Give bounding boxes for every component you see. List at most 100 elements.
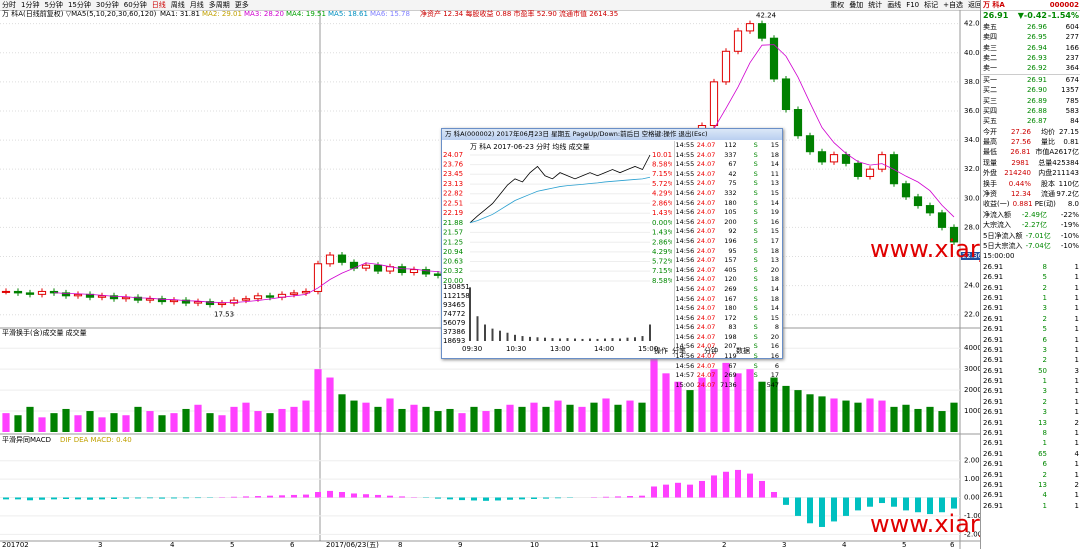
quote-cell: 卖四 [983,33,997,42]
quote-cell: 3 [1042,304,1047,313]
button[interactable]: 分笔 [672,347,686,355]
quote-cell: 2617亿 [1054,148,1079,157]
y-tick-label: 10000 [964,407,980,415]
tab[interactable]: 5分钟 [44,1,63,9]
quote-cell: 0.881 [1012,200,1033,209]
quote-row: 26.91 3 1 [981,303,1080,313]
quote-cell: 1 [1074,429,1079,438]
trade-cell: S [753,150,758,159]
quote-row: 26.91 5 1 [981,324,1080,334]
candle [289,292,299,295]
quote-cell: 27.26 [1010,127,1031,136]
y-tick-label: 23.76 [443,161,464,169]
tab[interactable]: 日线 [151,1,166,9]
quote-time: 15:00:00 [983,252,1015,261]
vol-tick-label: 130851 [443,283,470,291]
trade-cell: S [753,371,758,380]
tab[interactable]: 60分钟 [123,1,147,9]
tool[interactable]: 叠加 [849,1,864,9]
candle [1,290,11,293]
pct-label: 8.58% [652,277,672,285]
quote-cell: 26.91 [983,470,1004,479]
y-tick-label: 32.00 [964,165,980,173]
tool[interactable]: F10 [906,1,920,9]
volume-bar [686,390,694,432]
pct-label: 2.86% [652,238,672,246]
trade-cell: 67 [728,361,737,370]
trade-cell: 14:56 [675,217,695,226]
button[interactable]: 数据 [736,347,750,355]
trade-row: 14:56 24.07 120 S 18 [675,275,781,285]
quote-cell: 1 [1074,262,1079,271]
tab[interactable]: 30分钟 [95,1,119,9]
trade-cell: 24.07 [696,141,716,149]
x-tick-label: 2 [722,541,726,549]
quote-cell: 26.91 [1026,75,1047,84]
trade-cell: 14 [770,304,780,313]
trade-cell: 24.07 [696,313,716,322]
volume-bar [110,413,118,432]
quote-cell: 卖一 [983,64,997,73]
tool[interactable]: 标记 [924,1,939,9]
trade-cell: 14:56 [675,313,695,322]
tab[interactable]: 周线 [170,1,185,9]
tool[interactable]: 返回 [968,1,982,9]
x-tick-label: 3 [98,541,102,549]
trade-row: 14:56 24.07 119 S 16 [675,352,781,362]
y-tick-label: 24.07 [443,151,463,159]
volume-bar [602,398,610,432]
candle [193,301,203,304]
pct-label: 7.15% [652,267,672,275]
ma-label: MA5: 18.61 [328,10,368,18]
quote-cell: 237 [1065,53,1079,62]
tab[interactable]: 1分钟 [21,1,40,9]
tool[interactable]: +自选 [943,1,963,9]
pct-label: 0.00% [652,219,672,227]
tool[interactable]: 重权 [830,1,845,9]
quote-cell: 214240 [1004,169,1031,178]
trade-row: 15:00 24.07 7136 547 [675,381,781,391]
volume-bar [410,404,418,432]
volume-bar [242,402,250,432]
volume-bar [938,411,946,432]
volume-bar [146,411,154,432]
trade-cell: 14:56 [675,188,695,197]
tab[interactable]: 多周期 [208,1,230,9]
trade-cell: S [753,265,758,274]
trade-cell: 14:56 [675,246,695,255]
trade-row: 14:56 24.07 269 S 14 [675,285,781,295]
quote-cell: -22% [1060,210,1079,219]
quote-cell: 26.91 [983,429,1004,438]
tab[interactable]: 15分钟 [67,1,91,9]
volume-bar [314,369,322,432]
trade-cell: 20 [770,265,780,274]
y-tick-label: -2.00 [964,530,980,538]
quote-cell: 1 [1074,397,1079,406]
volume-bar [278,408,286,432]
tab[interactable]: 月线 [189,1,204,9]
quote-cell: 26.91 [983,325,1004,334]
watermark: www.xiarj.com [870,510,980,538]
volume-bar [782,385,790,432]
trade-row: 14:56 24.07 200 S 16 [675,218,781,228]
time-label: 09:30 [462,345,482,353]
x-tick-label: 2017/06/23(五) [326,541,379,549]
vol-tick-label: 112158 [443,292,470,300]
quote-row: 26.91 3 1 [981,386,1080,396]
tool[interactable]: 统计 [868,1,883,9]
volume-bar [854,402,862,432]
trade-cell: 24.07 [696,246,716,255]
quote-cell: 26.87 [1026,117,1047,126]
quote-cell: 收益(一) [983,200,1010,209]
trade-cell: 14:56 [675,361,695,370]
button[interactable]: 分钟 [704,347,718,355]
quote-cell: 2 [1074,480,1079,489]
tab[interactable]: 分时 [2,1,16,9]
volume-bar [374,406,382,432]
trade-cell: S [753,236,758,245]
candle [745,23,755,32]
y-tick-label: 2.00 [964,457,980,465]
tab[interactable]: 更多 [234,1,249,9]
trade-cell: 75 [728,179,737,188]
tool[interactable]: 画线 [887,1,902,9]
